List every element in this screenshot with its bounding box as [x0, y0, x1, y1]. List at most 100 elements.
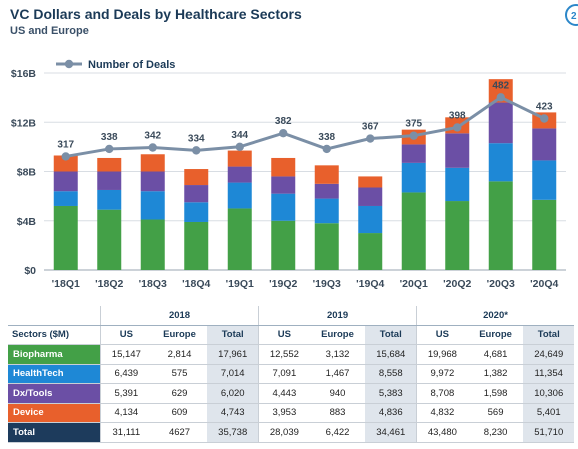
x-tick-label: '20Q2	[443, 278, 471, 290]
sector-label: Device	[8, 403, 101, 423]
bar-segment-healthtech	[140, 191, 165, 220]
bar-segment-device	[271, 157, 296, 177]
total-value-cell: 15,684	[365, 344, 417, 365]
page-subtitle: US and Europe	[10, 25, 89, 37]
bar-segment-healthtech	[445, 167, 470, 202]
total-value-cell: 51,710	[523, 422, 574, 443]
year-header: 2020*	[416, 306, 574, 326]
europe-value-cell: 1,382	[467, 364, 524, 384]
us-value-cell: 3,953	[258, 403, 310, 423]
column-header-europe: Europe	[467, 325, 524, 345]
y-tick-label: $4B	[17, 216, 37, 228]
column-header-us: US	[416, 325, 468, 345]
deals-data-label: 482	[492, 80, 509, 91]
deals-data-label: 398	[449, 110, 466, 121]
column-header-europe: Europe	[151, 325, 208, 345]
bar-segment-dx_tools	[53, 171, 78, 192]
bar-segment-biopharma	[488, 181, 513, 270]
europe-value-cell: 4,681	[467, 344, 524, 365]
deals-data-label: 382	[275, 116, 292, 127]
bar-segment-dx_tools	[358, 187, 383, 206]
bar-segment-biopharma	[314, 223, 339, 270]
bar-segment-biopharma	[140, 219, 165, 270]
sector-label: Dx/Tools	[8, 383, 101, 404]
bar-segment-healthtech	[271, 193, 296, 221]
europe-value-cell: 575	[151, 364, 208, 384]
bar-segment-dx_tools	[140, 171, 165, 192]
bar-segment-biopharma	[227, 208, 252, 270]
europe-value-cell: 940	[309, 383, 366, 404]
deals-marker	[105, 144, 114, 154]
x-tick-label: '20Q3	[487, 278, 515, 290]
deals-data-label: 342	[144, 131, 161, 142]
europe-value-cell: 6,422	[309, 422, 366, 443]
us-value-cell: 6,439	[99, 364, 152, 384]
deals-marker	[540, 114, 549, 123]
bar-segment-biopharma	[358, 233, 383, 270]
europe-value-cell: 569	[467, 403, 524, 423]
bar-segment-healthtech	[53, 191, 78, 206]
corner-cell	[8, 306, 101, 326]
bar-segment-device	[53, 155, 78, 172]
column-header-us: US	[99, 325, 152, 345]
us-value-cell: 4,832	[416, 403, 468, 423]
total-value-cell: 24,649	[523, 344, 574, 365]
deals-marker	[192, 146, 201, 155]
europe-value-cell: 4627	[151, 422, 208, 443]
column-header-us: US	[258, 325, 310, 345]
sector-label: HealthTech	[8, 364, 101, 384]
bar-segment-device	[140, 154, 165, 172]
bar-segment-dx_tools	[532, 128, 557, 161]
bar-segment-biopharma	[271, 220, 296, 270]
x-tick-label: '18Q4	[182, 278, 210, 290]
y-tick-label: $12B	[11, 117, 37, 129]
legend-label: Number of Deals	[88, 59, 175, 71]
bar-segment-device	[227, 150, 252, 167]
x-tick-label: '19Q1	[226, 278, 254, 290]
bar-segment-biopharma	[184, 221, 209, 270]
x-tick-label: '19Q2	[269, 278, 297, 290]
bar-segment-biopharma	[532, 199, 557, 270]
bar-segment-dx_tools	[401, 144, 426, 163]
us-value-cell: 4,134	[99, 403, 152, 423]
us-value-cell: 15,147	[99, 344, 152, 365]
bar-segment-healthtech	[532, 160, 557, 200]
year-header: 2018	[99, 306, 259, 326]
total-value-cell: 35,738	[207, 422, 259, 443]
column-header-total: Total	[365, 325, 417, 345]
column-header-total: Total	[207, 325, 259, 345]
bar-segment-biopharma	[401, 192, 426, 270]
total-value-cell: 5,383	[365, 383, 417, 404]
bar-segment-biopharma	[53, 205, 78, 270]
bar-segment-dx_tools	[227, 166, 252, 183]
us-value-cell: 5,391	[99, 383, 152, 404]
y-tick-label: $16B	[11, 68, 37, 80]
deals-data-label: 317	[57, 139, 74, 150]
europe-value-cell: 1,467	[309, 364, 366, 384]
x-tick-label: '19Q3	[313, 278, 341, 290]
us-value-cell: 12,552	[258, 344, 310, 365]
deals-marker	[235, 142, 244, 151]
table-row: Biopharma 15,147 2,814 17,961 12,552 3,132 15,…	[8, 344, 574, 365]
y-tick-label: $8B	[17, 167, 37, 179]
bar-segment-biopharma	[97, 209, 122, 270]
deals-marker	[148, 143, 157, 152]
us-value-cell: 9,972	[416, 364, 468, 384]
deals-data-label: 334	[188, 133, 205, 144]
deals-line	[65, 95, 545, 158]
bar-segment-dx_tools	[184, 185, 209, 203]
stacked-bar-chart: $0 $4B $8B $12B $16B '18Q1 '18Q2 '18Q3 '18Q4 '19Q…	[11, 59, 566, 290]
europe-value-cell: 883	[309, 403, 366, 423]
deals-marker	[453, 123, 462, 132]
legend-marker-swatch	[64, 59, 74, 69]
table-row: Dx/Tools 5,391 629 6,020 4,443 940 5,383 8,708 1…	[8, 383, 574, 404]
europe-value-cell: 2,814	[151, 344, 208, 365]
us-value-cell: 8,708	[416, 383, 468, 404]
us-value-cell: 31,111	[99, 422, 152, 443]
europe-value-cell: 3,132	[309, 344, 366, 365]
deals-marker	[366, 134, 375, 143]
europe-value-cell: 1,598	[467, 383, 524, 404]
year-header-row: 2018 2019 2020*	[8, 306, 574, 326]
page-title: VC Dollars and Deals by Healthcare Secto…	[10, 6, 302, 22]
europe-value-cell: 629	[151, 383, 208, 404]
